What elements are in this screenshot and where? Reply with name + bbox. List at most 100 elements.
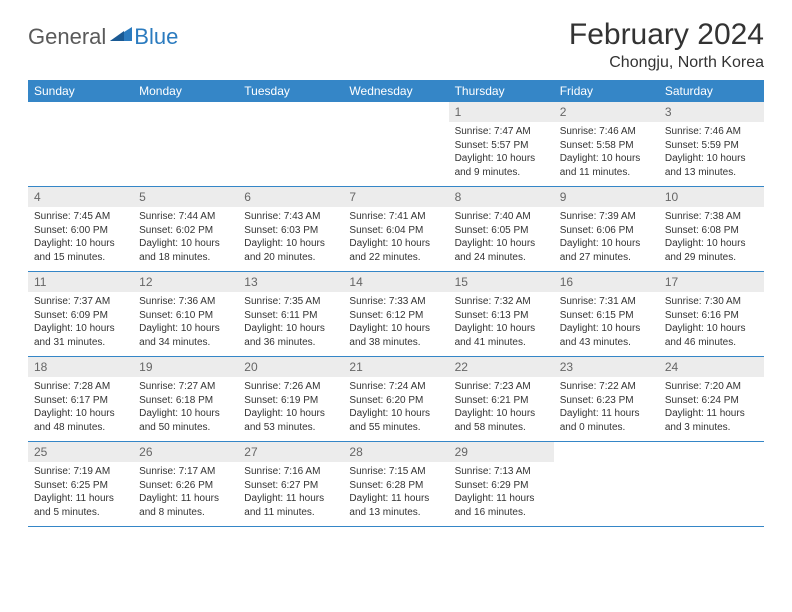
cell-line: Sunset: 6:27 PM	[244, 479, 337, 493]
cell-line: Sunrise: 7:41 AM	[349, 210, 442, 224]
cell-line: Sunset: 6:25 PM	[34, 479, 127, 493]
weeks-container: 1Sunrise: 7:47 AMSunset: 5:57 PMDaylight…	[28, 102, 764, 527]
cell-line: Sunset: 5:59 PM	[665, 139, 758, 153]
cell-date: 29	[449, 442, 554, 462]
calendar-cell: 17Sunrise: 7:30 AMSunset: 6:16 PMDayligh…	[659, 272, 764, 356]
cell-line: Sunrise: 7:38 AM	[665, 210, 758, 224]
cell-line: and 55 minutes.	[349, 421, 442, 435]
cell-line: Sunrise: 7:19 AM	[34, 465, 127, 479]
cell-line: Daylight: 10 hours	[455, 237, 548, 251]
cell-line: and 36 minutes.	[244, 336, 337, 350]
cell-line: and 13 minutes.	[665, 166, 758, 180]
calendar-cell: 18Sunrise: 7:28 AMSunset: 6:17 PMDayligh…	[28, 357, 133, 441]
cell-line: Sunset: 6:18 PM	[139, 394, 232, 408]
cell-date: 2	[554, 102, 659, 122]
cell-line: Sunset: 6:24 PM	[665, 394, 758, 408]
cell-date: 18	[28, 357, 133, 377]
cell-line: and 11 minutes.	[244, 506, 337, 520]
calendar-cell: 2Sunrise: 7:46 AMSunset: 5:58 PMDaylight…	[554, 102, 659, 186]
cell-body: Sunrise: 7:22 AMSunset: 6:23 PMDaylight:…	[554, 377, 659, 437]
cell-line: Sunrise: 7:39 AM	[560, 210, 653, 224]
cell-line: Sunrise: 7:22 AM	[560, 380, 653, 394]
cell-date: 4	[28, 187, 133, 207]
calendar-cell: 29Sunrise: 7:13 AMSunset: 6:29 PMDayligh…	[449, 442, 554, 526]
cell-body: Sunrise: 7:30 AMSunset: 6:16 PMDaylight:…	[659, 292, 764, 352]
cell-line: Sunset: 6:26 PM	[139, 479, 232, 493]
cell-line: Sunset: 6:05 PM	[455, 224, 548, 238]
cell-date: 10	[659, 187, 764, 207]
cell-line: and 58 minutes.	[455, 421, 548, 435]
cell-line: Sunrise: 7:43 AM	[244, 210, 337, 224]
logo-triangle-icon	[110, 25, 132, 46]
cell-line: Sunset: 6:20 PM	[349, 394, 442, 408]
cell-body: Sunrise: 7:33 AMSunset: 6:12 PMDaylight:…	[343, 292, 448, 352]
cell-line: Daylight: 11 hours	[349, 492, 442, 506]
cell-line: and 27 minutes.	[560, 251, 653, 265]
cell-line: Sunrise: 7:30 AM	[665, 295, 758, 309]
cell-date: 15	[449, 272, 554, 292]
cell-line: Sunset: 6:10 PM	[139, 309, 232, 323]
calendar-cell: 9Sunrise: 7:39 AMSunset: 6:06 PMDaylight…	[554, 187, 659, 271]
cell-line: and 41 minutes.	[455, 336, 548, 350]
cell-body: Sunrise: 7:24 AMSunset: 6:20 PMDaylight:…	[343, 377, 448, 437]
cell-line: and 16 minutes.	[455, 506, 548, 520]
cell-body	[238, 108, 343, 114]
cell-date: 27	[238, 442, 343, 462]
calendar-week: 25Sunrise: 7:19 AMSunset: 6:25 PMDayligh…	[28, 442, 764, 527]
cell-line: and 22 minutes.	[349, 251, 442, 265]
cell-body	[28, 108, 133, 114]
cell-line: Sunset: 6:13 PM	[455, 309, 548, 323]
calendar-cell: 7Sunrise: 7:41 AMSunset: 6:04 PMDaylight…	[343, 187, 448, 271]
calendar-cell	[659, 442, 764, 526]
cell-line: Sunrise: 7:17 AM	[139, 465, 232, 479]
calendar: Sunday Monday Tuesday Wednesday Thursday…	[28, 80, 764, 527]
cell-line: Sunset: 5:58 PM	[560, 139, 653, 153]
day-header-tuesday: Tuesday	[238, 80, 343, 102]
cell-date: 5	[133, 187, 238, 207]
cell-body: Sunrise: 7:31 AMSunset: 6:15 PMDaylight:…	[554, 292, 659, 352]
cell-date: 7	[343, 187, 448, 207]
cell-line: Daylight: 10 hours	[455, 322, 548, 336]
cell-line: Daylight: 11 hours	[665, 407, 758, 421]
calendar-cell: 21Sunrise: 7:24 AMSunset: 6:20 PMDayligh…	[343, 357, 448, 441]
cell-line: and 43 minutes.	[560, 336, 653, 350]
cell-line: Sunrise: 7:20 AM	[665, 380, 758, 394]
cell-date: 28	[343, 442, 448, 462]
cell-line: Sunset: 6:06 PM	[560, 224, 653, 238]
cell-line: Sunset: 6:03 PM	[244, 224, 337, 238]
cell-line: and 9 minutes.	[455, 166, 548, 180]
cell-line: Daylight: 10 hours	[349, 322, 442, 336]
logo: General Blue	[28, 24, 178, 50]
calendar-cell: 8Sunrise: 7:40 AMSunset: 6:05 PMDaylight…	[449, 187, 554, 271]
cell-body: Sunrise: 7:27 AMSunset: 6:18 PMDaylight:…	[133, 377, 238, 437]
cell-line: Daylight: 10 hours	[244, 322, 337, 336]
cell-body: Sunrise: 7:46 AMSunset: 5:58 PMDaylight:…	[554, 122, 659, 182]
cell-line: Sunset: 6:08 PM	[665, 224, 758, 238]
cell-line: Sunset: 6:17 PM	[34, 394, 127, 408]
calendar-cell: 22Sunrise: 7:23 AMSunset: 6:21 PMDayligh…	[449, 357, 554, 441]
cell-line: and 53 minutes.	[244, 421, 337, 435]
calendar-cell: 27Sunrise: 7:16 AMSunset: 6:27 PMDayligh…	[238, 442, 343, 526]
cell-body: Sunrise: 7:39 AMSunset: 6:06 PMDaylight:…	[554, 207, 659, 267]
cell-line: Sunrise: 7:45 AM	[34, 210, 127, 224]
calendar-cell: 26Sunrise: 7:17 AMSunset: 6:26 PMDayligh…	[133, 442, 238, 526]
cell-line: Daylight: 11 hours	[139, 492, 232, 506]
cell-line: Sunrise: 7:15 AM	[349, 465, 442, 479]
logo-text-general: General	[28, 24, 106, 50]
cell-line: Daylight: 10 hours	[560, 322, 653, 336]
calendar-cell: 28Sunrise: 7:15 AMSunset: 6:28 PMDayligh…	[343, 442, 448, 526]
cell-line: Sunrise: 7:33 AM	[349, 295, 442, 309]
calendar-cell: 20Sunrise: 7:26 AMSunset: 6:19 PMDayligh…	[238, 357, 343, 441]
cell-date: 3	[659, 102, 764, 122]
cell-date: 23	[554, 357, 659, 377]
cell-line: Sunset: 6:15 PM	[560, 309, 653, 323]
cell-line: Sunset: 6:19 PM	[244, 394, 337, 408]
cell-line: Sunrise: 7:35 AM	[244, 295, 337, 309]
cell-body: Sunrise: 7:41 AMSunset: 6:04 PMDaylight:…	[343, 207, 448, 267]
cell-date: 24	[659, 357, 764, 377]
cell-line: Sunset: 6:02 PM	[139, 224, 232, 238]
calendar-cell: 13Sunrise: 7:35 AMSunset: 6:11 PMDayligh…	[238, 272, 343, 356]
cell-line: Daylight: 11 hours	[244, 492, 337, 506]
day-header-thursday: Thursday	[449, 80, 554, 102]
cell-line: and 48 minutes.	[34, 421, 127, 435]
